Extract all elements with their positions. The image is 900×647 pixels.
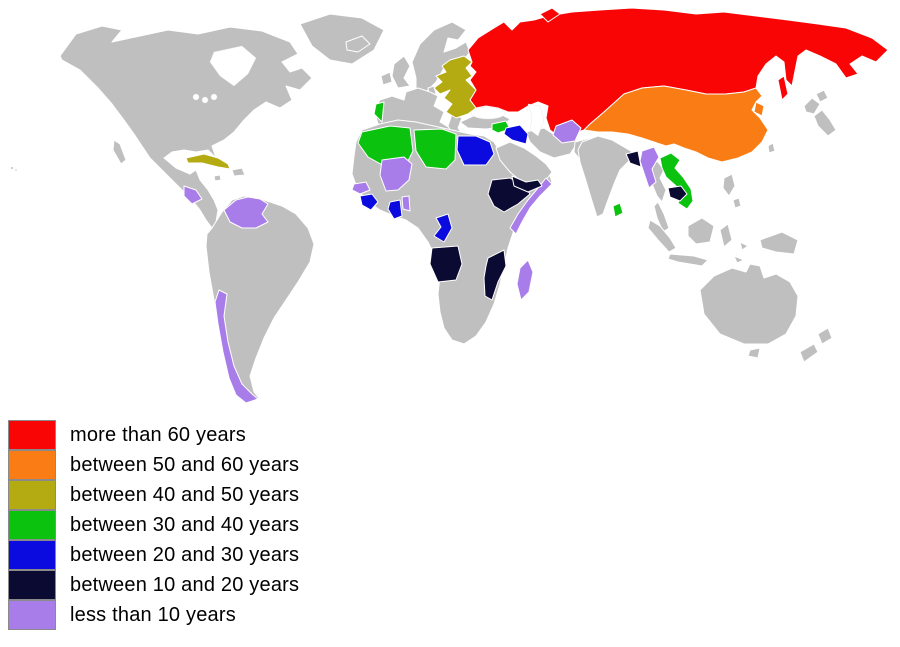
legend-label: between 10 and 20 years (70, 573, 300, 596)
region-laos-vietnam (659, 152, 694, 210)
island-philippines (722, 173, 736, 197)
region-ussr (467, 7, 889, 137)
legend-row: between 10 and 20 years (8, 569, 300, 600)
landmass-ireland (380, 71, 393, 86)
legend-label: less than 10 years (70, 603, 236, 626)
legend-swatch (8, 509, 56, 540)
island-tasmania (747, 347, 761, 359)
hudson-bay (209, 45, 257, 87)
island-new-zealand (817, 327, 833, 345)
world-map (10, 7, 889, 404)
region-senegal (351, 181, 371, 195)
legend-row: between 30 and 40 years (8, 509, 300, 540)
region-angola (429, 245, 463, 283)
landmass-britain (391, 55, 411, 89)
region-libya (413, 128, 457, 170)
region-guinea (359, 193, 379, 211)
island-timor (733, 255, 745, 264)
region-chile (214, 289, 259, 404)
region-afghanistan (552, 119, 582, 144)
legend-swatch (8, 599, 56, 630)
great-lake (192, 93, 200, 101)
region-nicaragua (183, 185, 203, 205)
region-myanmar (639, 146, 660, 189)
landmass-baja-california (112, 139, 127, 165)
black-sea (470, 106, 506, 120)
region-madagascar (516, 259, 534, 301)
landmass-north-america (59, 25, 313, 229)
landmass-iceland (345, 35, 371, 53)
legend-swatch (8, 419, 56, 450)
hawaii-islands (14, 168, 18, 172)
region-eastern-europe (433, 55, 477, 119)
legend-swatch (8, 539, 56, 570)
legend-row: more than 60 years (8, 419, 299, 450)
region-cambodia (667, 185, 688, 202)
great-lake (210, 93, 218, 101)
island-sumatra (647, 219, 677, 253)
island-sulawesi (719, 223, 733, 248)
region-north-korea (753, 101, 765, 117)
landmass-arabia (495, 141, 553, 189)
region-sakhalin (777, 75, 789, 101)
region-portugal (373, 101, 385, 123)
region-mali (379, 156, 413, 192)
landmass-scandinavia (411, 21, 471, 93)
legend-label: between 40 and 50 years (70, 483, 300, 506)
region-china (583, 85, 769, 163)
legend-row: between 20 and 30 years (8, 539, 300, 570)
legend-swatch (8, 449, 56, 480)
legend-swatch (8, 479, 56, 510)
island-moluccas (739, 241, 749, 251)
region-iraq (503, 124, 529, 145)
region-south-yemen (511, 175, 543, 193)
landmass-taiwan (767, 142, 776, 154)
legend-row: between 50 and 60 years (8, 449, 300, 480)
legend-row: less than 10 years (8, 599, 299, 630)
region-ghana (387, 199, 403, 220)
landmass-greenland (299, 13, 385, 65)
region-venezuela (223, 196, 269, 229)
region-bangladesh (625, 150, 642, 168)
landmass-japan (813, 109, 837, 137)
island-borneo (687, 217, 715, 245)
landmass-hokkaido (815, 89, 829, 103)
region-egypt (456, 135, 495, 166)
region-congo (433, 213, 453, 243)
region-novaya-zemlya (539, 7, 561, 23)
island-jamaica (213, 174, 222, 182)
region-somalia (509, 177, 553, 235)
landmass-india (577, 135, 635, 218)
island-hispaniola (231, 167, 246, 177)
map-area (10, 7, 889, 404)
caspian-sea (527, 103, 545, 137)
legend-label: between 20 and 30 years (70, 543, 300, 566)
legend-swatch (8, 569, 56, 600)
landmass-australia (699, 263, 799, 345)
great-lake (201, 96, 209, 104)
island-java (667, 253, 709, 267)
legend-label: between 50 and 60 years (70, 453, 300, 476)
region-mozambique (483, 249, 507, 301)
region-benin (401, 195, 411, 212)
legend-label: more than 60 years (70, 423, 246, 446)
region-cuba (185, 153, 231, 170)
legend: more than 60 years between 50 and 60 yea… (8, 419, 300, 630)
island-philippines (732, 197, 742, 209)
legend-row: between 40 and 50 years (8, 479, 300, 510)
landmass-japan (803, 97, 821, 115)
hawaii-islands (10, 166, 14, 170)
legend-label: between 30 and 40 years (70, 513, 300, 536)
region-sri-lanka (612, 202, 624, 218)
island-new-zealand (799, 343, 819, 363)
island-new-guinea (759, 231, 799, 255)
